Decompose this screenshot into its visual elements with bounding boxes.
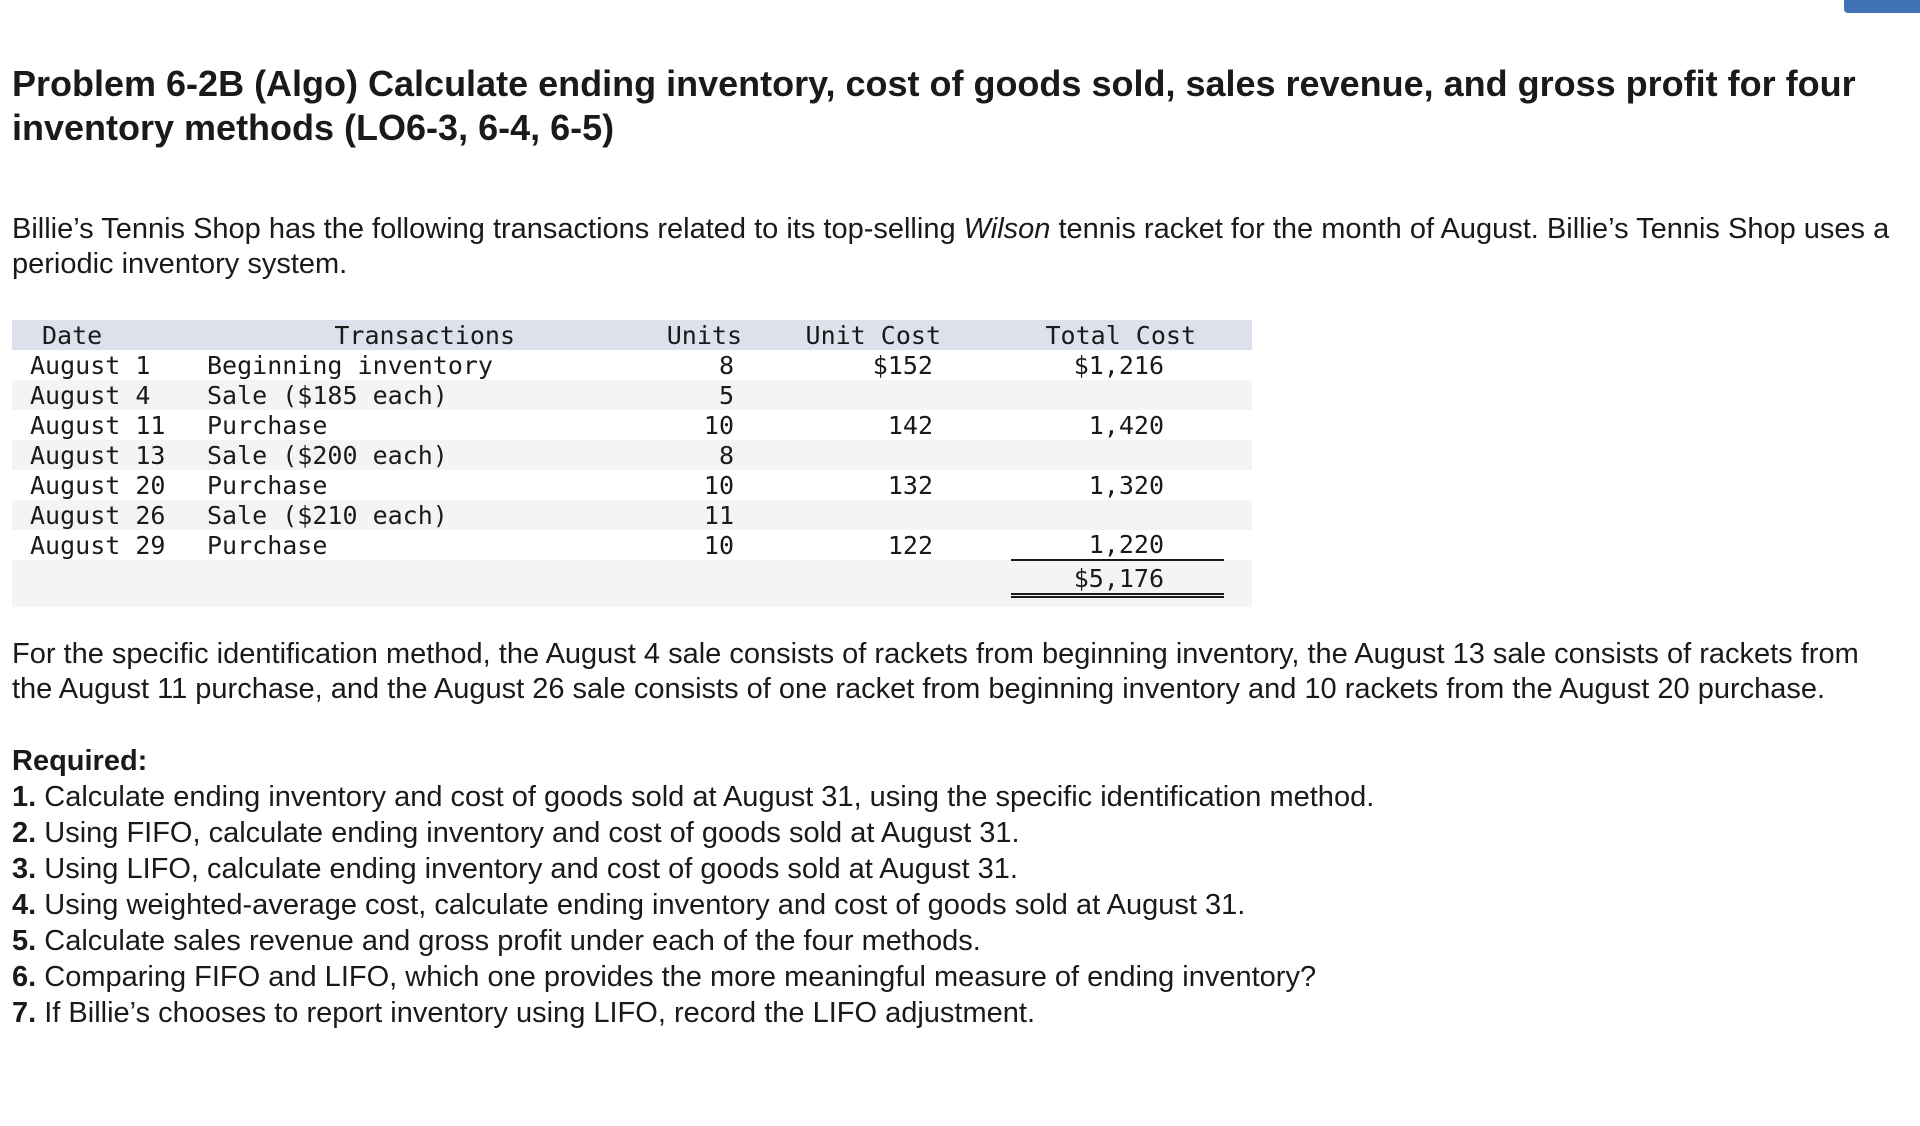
cell-unit-cost: 132: [887, 470, 933, 500]
total-cost-sum: $5,176: [1011, 560, 1224, 598]
required-heading: Required:: [12, 745, 148, 777]
required-item-number: 1.: [12, 781, 37, 813]
table-row: August 11 Purchase 10 142 1,420: [12, 410, 1252, 440]
corner-tab-button[interactable]: [1844, 0, 1920, 13]
table-row: August 29 Purchase 10 122 1,220: [12, 530, 1252, 561]
table-row: August 20 Purchase 10 132 1,320: [12, 470, 1252, 500]
required-item-number: 4.: [12, 889, 37, 921]
problem-content: Problem 6-2B (Algo) Calculate ending inv…: [12, 62, 1902, 1031]
specific-identification-note: For the specific identification method, …: [12, 638, 1859, 705]
cell-units: 8: [718, 350, 734, 380]
required-item-number: 3.: [12, 853, 37, 885]
required-item: 5. Calculate sales revenue and gross pro…: [12, 923, 1902, 959]
required-item-text: If Billie’s chooses to report inventory …: [36, 997, 1036, 1029]
cell-total-cost: 1,220: [1011, 530, 1224, 561]
cell-units: 10: [703, 410, 734, 440]
required-item: 6. Comparing FIFO and LIFO, which one pr…: [12, 959, 1902, 995]
cell-unit-cost: 122: [887, 530, 933, 560]
required-item-text: Using LIFO, calculate ending inventory a…: [36, 853, 1018, 885]
required-item-number: 2.: [12, 817, 37, 849]
required-item: 1. Calculate ending inventory and cost o…: [12, 779, 1902, 815]
required-item-text: Calculate ending inventory and cost of g…: [36, 781, 1375, 813]
cell-transaction: Sale ($210 each): [207, 500, 448, 530]
header-unit-cost: Unit Cost: [805, 320, 941, 350]
cell-transaction: Beginning inventory: [207, 350, 493, 380]
required-item-text: Calculate sales revenue and gross profit…: [36, 925, 981, 957]
cell-total-cost: 1,320: [1088, 470, 1164, 500]
required-item-text: Using weighted-average cost, calculate e…: [36, 889, 1246, 921]
cell-date: August 13: [30, 440, 166, 470]
cell-date: August 20: [30, 470, 166, 500]
required-item: 4. Using weighted-average cost, calculat…: [12, 887, 1902, 923]
cell-units: 8: [718, 440, 734, 470]
required-item-number: 6.: [12, 961, 37, 993]
cell-transaction: Purchase: [207, 530, 328, 560]
cell-unit-cost: $152: [872, 350, 933, 380]
cell-units: 11: [703, 500, 734, 530]
cell-units: 10: [703, 530, 734, 560]
intro-text-end: tennis racket for the month of August. B…: [12, 213, 1890, 280]
required-section: Required: 1. Calculate ending inventory …: [12, 743, 1902, 1031]
table-row: August 1 Beginning inventory 8 $152 $1,2…: [12, 350, 1252, 380]
required-item: 2. Using FIFO, calculate ending inventor…: [12, 815, 1902, 851]
cell-unit-cost: 142: [887, 410, 933, 440]
cell-total-cost: 1,420: [1088, 410, 1164, 440]
table-row: August 4 Sale ($185 each) 5: [12, 380, 1252, 410]
header-units: Units: [666, 320, 742, 350]
header-date: Date: [42, 320, 103, 350]
cell-date: August 26: [30, 500, 166, 530]
cell-transaction: Sale ($200 each): [207, 440, 448, 470]
cell-date: August 1: [30, 350, 151, 380]
problem-intro: Billie’s Tennis Shop has the following t…: [12, 212, 1902, 282]
cell-date: August 11: [30, 410, 166, 440]
cell-units: 10: [703, 470, 734, 500]
required-item-number: 7.: [12, 997, 37, 1029]
transactions-table: Date Transactions Units Unit Cost Total …: [12, 320, 1252, 607]
cell-total-cost: $1,216: [1073, 350, 1164, 380]
cell-units: 5: [718, 380, 734, 410]
intro-brand: Wilson: [963, 213, 1051, 245]
table-header-row: Date Transactions Units Unit Cost Total …: [12, 320, 1252, 350]
cell-date: August 29: [30, 530, 166, 560]
required-item-text: Using FIFO, calculate ending inventory a…: [36, 817, 1020, 849]
header-total-cost: Total Cost: [1045, 320, 1196, 350]
required-item-text: Comparing FIFO and LIFO, which one provi…: [36, 961, 1317, 993]
intro-text-start: Billie’s Tennis Shop has the following t…: [12, 213, 964, 245]
cell-transaction: Purchase: [207, 470, 328, 500]
cell-transaction: Sale ($185 each): [207, 380, 448, 410]
problem-title: Problem 6-2B (Algo) Calculate ending inv…: [12, 63, 1856, 148]
cell-transaction: Purchase: [207, 410, 328, 440]
required-item: 3. Using LIFO, calculate ending inventor…: [12, 851, 1902, 887]
cell-date: August 4: [30, 380, 151, 410]
required-item-number: 5.: [12, 925, 37, 957]
header-transactions: Transactions: [334, 320, 515, 350]
required-item: 7. If Billie’s chooses to report invento…: [12, 995, 1902, 1031]
table-total-row: $5,176: [12, 560, 1252, 607]
table-row: August 13 Sale ($200 each) 8: [12, 440, 1252, 470]
table-row: August 26 Sale ($210 each) 11: [12, 500, 1252, 530]
